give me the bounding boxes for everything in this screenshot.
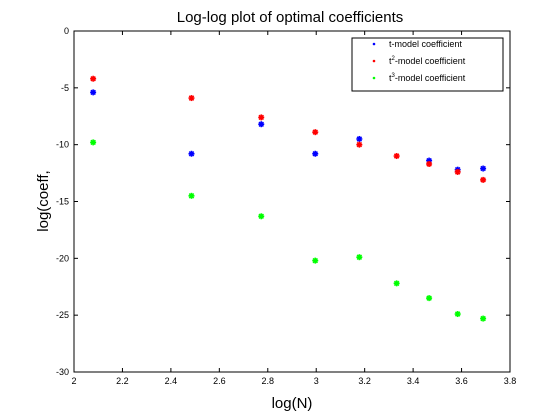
data-point — [312, 150, 319, 157]
data-point — [426, 295, 433, 302]
data-point — [454, 168, 461, 175]
x-tick-label: 3.6 — [455, 376, 468, 386]
data-point — [480, 315, 487, 322]
x-tick-label: 2 — [71, 376, 76, 386]
data-point — [188, 150, 195, 157]
y-tick-label: -15 — [56, 197, 69, 207]
data-point — [426, 160, 433, 167]
data-points — [90, 75, 487, 322]
data-point — [258, 114, 265, 121]
data-point — [258, 121, 265, 128]
data-point — [480, 176, 487, 183]
data-point — [393, 153, 400, 160]
legend-entry: t2-model coefficient — [389, 56, 466, 66]
y-tick-label: -10 — [56, 140, 69, 150]
data-point — [393, 280, 400, 287]
legend-box — [351, 37, 504, 92]
x-tick-label: 2.8 — [262, 376, 275, 386]
data-point — [312, 129, 319, 136]
legend-marker — [372, 42, 376, 46]
x-tick-label: 3.8 — [504, 376, 517, 386]
x-tick-label: 2.4 — [165, 376, 178, 386]
legend-marker — [372, 76, 376, 80]
legend-marker — [372, 59, 376, 63]
data-point — [356, 141, 363, 148]
data-point — [356, 135, 363, 142]
data-point — [480, 165, 487, 172]
legend: t-model coefficient t2-model coefficient t… — [351, 37, 504, 92]
data-point — [90, 139, 97, 146]
data-point — [356, 254, 363, 261]
chart-title: Log-log plot of optimal coefficients — [177, 9, 404, 26]
y-tick-label: -5 — [61, 83, 69, 93]
x-tick-label: 3.2 — [358, 376, 371, 386]
data-point — [90, 75, 97, 82]
x-axis: 2 2.2 2.4 2.6 2.8 3 3.2 3.4 3.6 3.8 — [71, 31, 516, 386]
y-tick-label: -25 — [56, 310, 69, 320]
y-axis-label: log(coeff, — [35, 170, 52, 231]
legend-entry: t-model coefficient — [389, 39, 462, 49]
x-axis-label: log(N) — [272, 395, 313, 412]
y-axis: 0 -5 -10 -15 -20 -25 -30 — [56, 26, 510, 377]
legend-entry: t3-model coefficient — [389, 73, 466, 83]
data-point — [454, 311, 461, 318]
y-tick-label: -30 — [56, 367, 69, 377]
x-tick-label: 2.2 — [116, 376, 129, 386]
x-tick-label: 2.6 — [213, 376, 226, 386]
data-point — [258, 213, 265, 220]
data-point — [188, 192, 195, 199]
x-tick-label: 3.4 — [407, 376, 420, 386]
y-tick-label: 0 — [64, 26, 69, 36]
data-point — [188, 95, 195, 102]
x-tick-label: 3 — [314, 376, 319, 386]
data-point — [312, 257, 319, 264]
data-point — [90, 89, 97, 96]
y-tick-label: -20 — [56, 253, 69, 263]
